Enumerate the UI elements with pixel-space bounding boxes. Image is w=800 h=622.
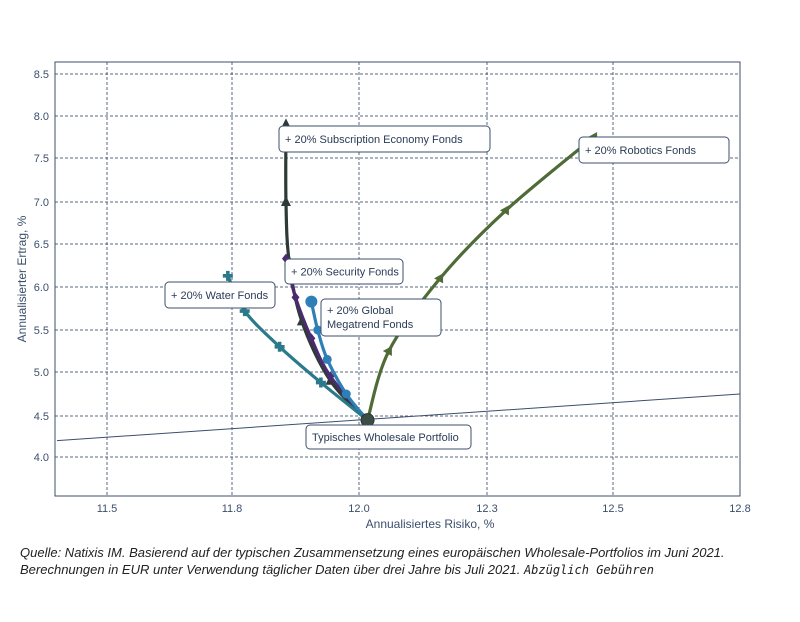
annotation-label: + 20% Global Megatrend Fonds (327, 305, 414, 331)
y-tick-label: 6.0 (34, 282, 49, 294)
series-marker (239, 306, 250, 317)
annotation-box-4: + 20% Global Megatrend Fonds (320, 298, 442, 337)
source-line-2: Berechnungen in EUR unter Verwendung täg… (20, 561, 790, 579)
y-tick-label: 4.0 (34, 452, 49, 464)
series-marker (291, 292, 300, 303)
efficient-frontier-line (56, 393, 741, 442)
y-tick-label: 6.5 (34, 239, 49, 251)
y-tick-label: 5.5 (34, 325, 49, 337)
x-tick-label: 11.5 (97, 503, 118, 515)
series-marker (315, 377, 326, 388)
annotation-box-0: + 20% Subscription Economy Fonds (278, 125, 491, 153)
x-axis-title: Annualisiertes Risiko, % (366, 517, 495, 531)
annotation-frame (278, 125, 491, 153)
y-tick-label: 7.5 (34, 153, 49, 165)
series-marker (307, 333, 316, 344)
x-tick-label: 12.0 (348, 503, 369, 515)
x-tick-label: 12.3 (476, 503, 497, 515)
y-axis-title: Annualisierter Ertrag, % (15, 215, 29, 342)
y-tick-label: 8.0 (34, 111, 49, 123)
annotation-frame (320, 298, 442, 337)
series-marker (326, 371, 335, 382)
annotation-box-5: Typisches Wholesale Portfolio (305, 424, 472, 450)
source-note: Quelle: Natixis IM. Basierend auf der ty… (20, 544, 790, 579)
series-marker (274, 341, 285, 352)
series-marker (280, 196, 291, 206)
series-marker (322, 354, 332, 364)
series-marker (382, 346, 392, 356)
frontier-line (56, 393, 741, 442)
annotation-label: Typisches Wholesale Portfolio (312, 432, 459, 444)
y-tick-label: 4.5 (34, 411, 49, 423)
source-line-1: Quelle: Natixis IM. Basierend auf der ty… (20, 545, 725, 560)
tick-labels: 11.5 11.8 12.0 12.3 12.5 12.8 4.0 4.5 5.0 5.5 6.0 6… (34, 69, 751, 515)
annotation-box-3: + 20% Water Fonds (164, 281, 276, 309)
annotation-box-1: + 20% Robotics Fonds (578, 136, 730, 164)
source-line-2-text: Berechnungen in EUR unter Verwendung täg… (20, 562, 521, 577)
x-tick-label: 12.8 (729, 503, 750, 515)
y-tick-label: 5.0 (34, 367, 49, 379)
series-marker (313, 325, 323, 335)
x-tick-label: 12.5 (602, 503, 623, 515)
series-marker (341, 389, 351, 399)
annotation-label: + 20% Robotics Fonds (585, 145, 696, 157)
y-tick-label: 8.5 (34, 69, 49, 81)
source-line-2-extra: Abzüglich Gebühren (523, 563, 654, 577)
annotation-label: + 20% Security Fonds (291, 267, 399, 279)
x-tick-label: 11.8 (222, 503, 243, 515)
y-tick-label: 7.0 (34, 197, 49, 209)
series-marker (222, 270, 233, 281)
annotation-frame (284, 258, 404, 285)
annotation-frame (305, 424, 472, 450)
series-marker (434, 273, 444, 284)
annotation-label: + 20% Water Fonds (171, 290, 269, 302)
annotation-labels: + 20% Subscription Economy Fonds + 20% Ro… (164, 125, 730, 450)
annotation-frame (578, 136, 730, 164)
annotation-frame (164, 281, 276, 309)
risk-return-chart: 11.5 11.8 12.0 12.3 12.5 12.8 4.0 4.5 5.0 5.5 6.0 6… (15, 61, 751, 531)
data-series (222, 118, 598, 428)
annotation-box-2: + 20% Security Fonds (284, 258, 404, 285)
series-marker (305, 295, 318, 308)
annotation-label: + 20% Subscription Economy Fonds (285, 134, 463, 146)
series-marker (499, 205, 509, 216)
series-3 (305, 295, 370, 422)
